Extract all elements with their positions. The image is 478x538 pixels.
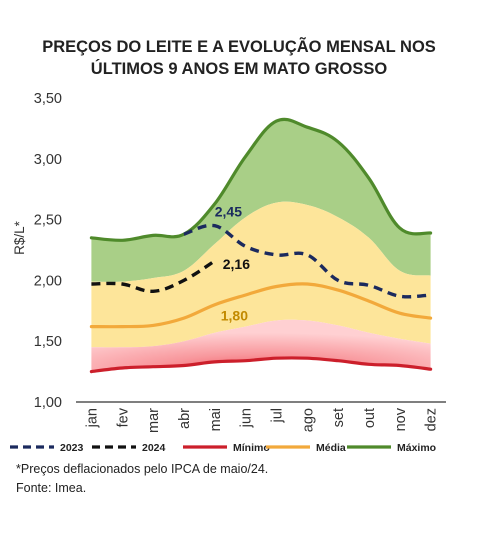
y-tick-label: 3,00 [34, 152, 62, 168]
chart-title-line-2: ÚLTIMOS 9 ANOS EM MATO GROSSO [90, 60, 388, 78]
series-lines [89, 117, 433, 374]
x-tick-label: mar [146, 408, 162, 433]
x-tick-label: fev [115, 407, 131, 427]
line-maximo [89, 117, 433, 242]
y-tick-label: 2,00 [34, 273, 62, 289]
y-tick-label: 1,50 [34, 334, 62, 350]
data-labels: 2,45 2,16 1,80 [215, 204, 250, 324]
line-2023 [183, 223, 431, 299]
chart-title-line-1: PREÇOS DO LEITE E A EVOLUÇÃO MENSAL NOS [42, 38, 436, 56]
band-min [91, 319, 431, 372]
x-tick-label: out [362, 408, 378, 428]
y-tick-label: 1,00 [34, 395, 62, 411]
legend-label-0: 2023 [60, 442, 84, 454]
footnote: *Preços deflacionados pelo IPCA de maio/… [16, 462, 269, 476]
data-label-mdia: 1,80 [221, 308, 248, 324]
x-tick-label: jan [84, 408, 100, 428]
x-tick-label: dez [424, 408, 440, 431]
x-tick-label: ago [300, 408, 316, 432]
x-tick-label: abr [177, 408, 193, 429]
x-tick-label: jun [239, 408, 255, 428]
legend-label-1: 2024 [142, 442, 166, 454]
line-media [89, 282, 433, 329]
legend-label-3: Média [316, 442, 346, 454]
band-mean [91, 201, 431, 348]
data-label-2024: 2,16 [223, 256, 250, 272]
x-tick-label: nov [393, 407, 409, 431]
source-note: Fonte: Imea. [16, 481, 87, 495]
band-max [91, 119, 431, 282]
x-tick-label: jul [269, 408, 285, 424]
line-minimo [89, 356, 433, 374]
chart-title: PREÇOS DO LEITE E A EVOLUÇÃO MENSAL NOS … [0, 36, 478, 80]
legend-label-4: Máximo [397, 442, 436, 454]
legend: 2023 2024 Mínimo Média Máximo [10, 442, 436, 454]
y-axis-label: R$/L* [12, 220, 27, 255]
legend-label-2: Mínimo [233, 442, 270, 454]
range-bands [91, 119, 431, 372]
x-tick-label: set [331, 408, 347, 427]
y-tick-label: 3,50 [34, 91, 62, 107]
x-tick-label: mai [208, 408, 224, 431]
line-2024 [91, 259, 216, 294]
y-tick-label: 2,50 [34, 213, 62, 229]
data-label-2023: 2,45 [215, 204, 242, 220]
